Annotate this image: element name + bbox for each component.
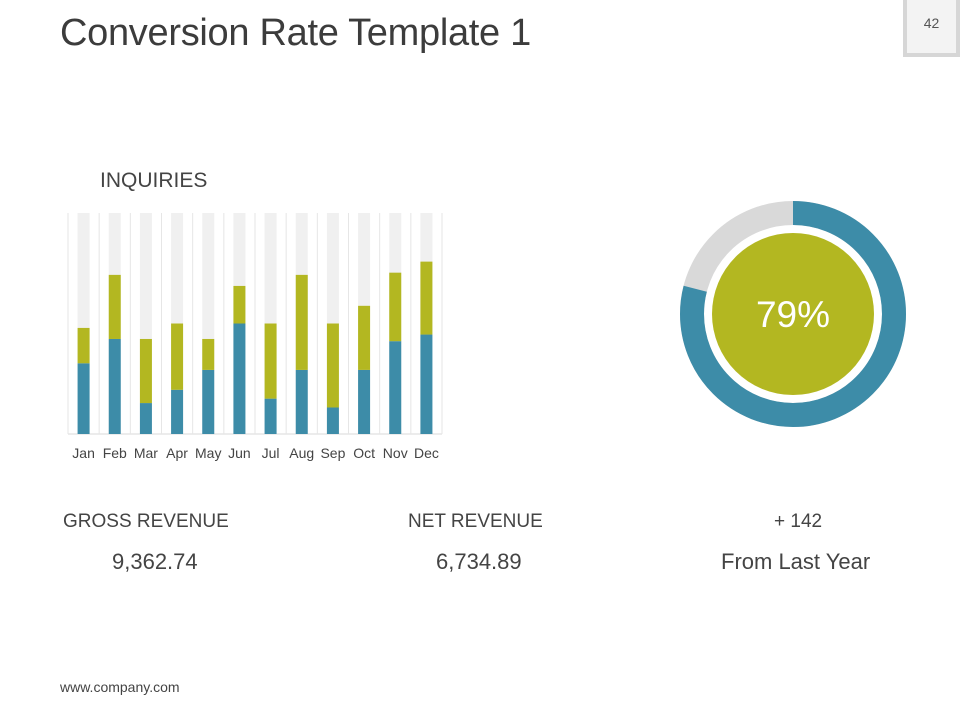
bar-apr-series-1 (171, 389, 184, 434)
chart-title: INQUIRIES (100, 169, 208, 192)
gross-revenue-label: GROSS REVENUE (63, 511, 229, 532)
yearly-change-label: + 142 (774, 511, 823, 532)
net-revenue-label: NET REVENUE (408, 511, 543, 532)
bar-jun-series-1 (233, 323, 246, 434)
bar-may-series-2 (202, 338, 215, 370)
x-tick-label: Aug (289, 445, 314, 461)
yearly-change-caption: From Last Year (721, 549, 871, 574)
bar-mar-series-2 (139, 338, 152, 404)
x-tick-label: Mar (134, 445, 158, 461)
bar-feb-series-2 (108, 274, 121, 339)
x-tick-label: Jan (72, 445, 95, 461)
page-number: 42 (923, 15, 940, 31)
x-tick-label: Jul (262, 445, 280, 461)
x-tick-label: Apr (166, 445, 188, 461)
x-tick-label: Feb (103, 445, 127, 461)
bar-jun-series-2 (233, 285, 246, 324)
bar-oct-series-1 (358, 369, 371, 434)
bar-may-series-1 (202, 369, 215, 434)
bar-jan-series-2 (77, 327, 90, 364)
bar-feb-series-1 (108, 338, 121, 434)
x-tick-label: Nov (383, 445, 408, 461)
donut-percentage-label: 79% (755, 294, 831, 335)
page-number-panel: 42 (907, 0, 956, 53)
bar-aug-series-1 (295, 369, 308, 434)
bar-jul-series-1 (264, 398, 277, 434)
bar-nov-series-1 (389, 341, 402, 434)
gross-revenue-value: 9,362.74 (112, 549, 198, 574)
x-tick-label: Sep (320, 445, 345, 461)
bar-jul-series-2 (264, 323, 277, 399)
x-tick-label: Dec (414, 445, 439, 461)
donut-center (712, 233, 874, 395)
page-title: Conversion Rate Template 1 (60, 12, 531, 54)
x-tick-label: Oct (353, 445, 375, 461)
net-revenue-value: 6,734.89 (436, 549, 522, 574)
bar-sep-series-1 (326, 407, 339, 434)
x-tick-label: Jun (228, 445, 251, 461)
bar-jan-series-1 (77, 363, 90, 434)
bar-sep-series-2 (326, 323, 339, 408)
bar-dec-series-2 (420, 261, 433, 335)
x-tick-label: May (195, 445, 221, 461)
bar-apr-series-2 (171, 323, 184, 390)
donut-value-arc (680, 201, 906, 427)
bar-aug-series-2 (295, 274, 308, 370)
bar-nov-series-2 (389, 272, 402, 342)
bar-mar-series-1 (139, 403, 152, 434)
bar-dec-series-1 (420, 334, 433, 434)
footer-url: www.company.com (60, 679, 180, 695)
bar-oct-series-2 (358, 305, 371, 370)
page-number-badge: 42 (903, 0, 960, 57)
